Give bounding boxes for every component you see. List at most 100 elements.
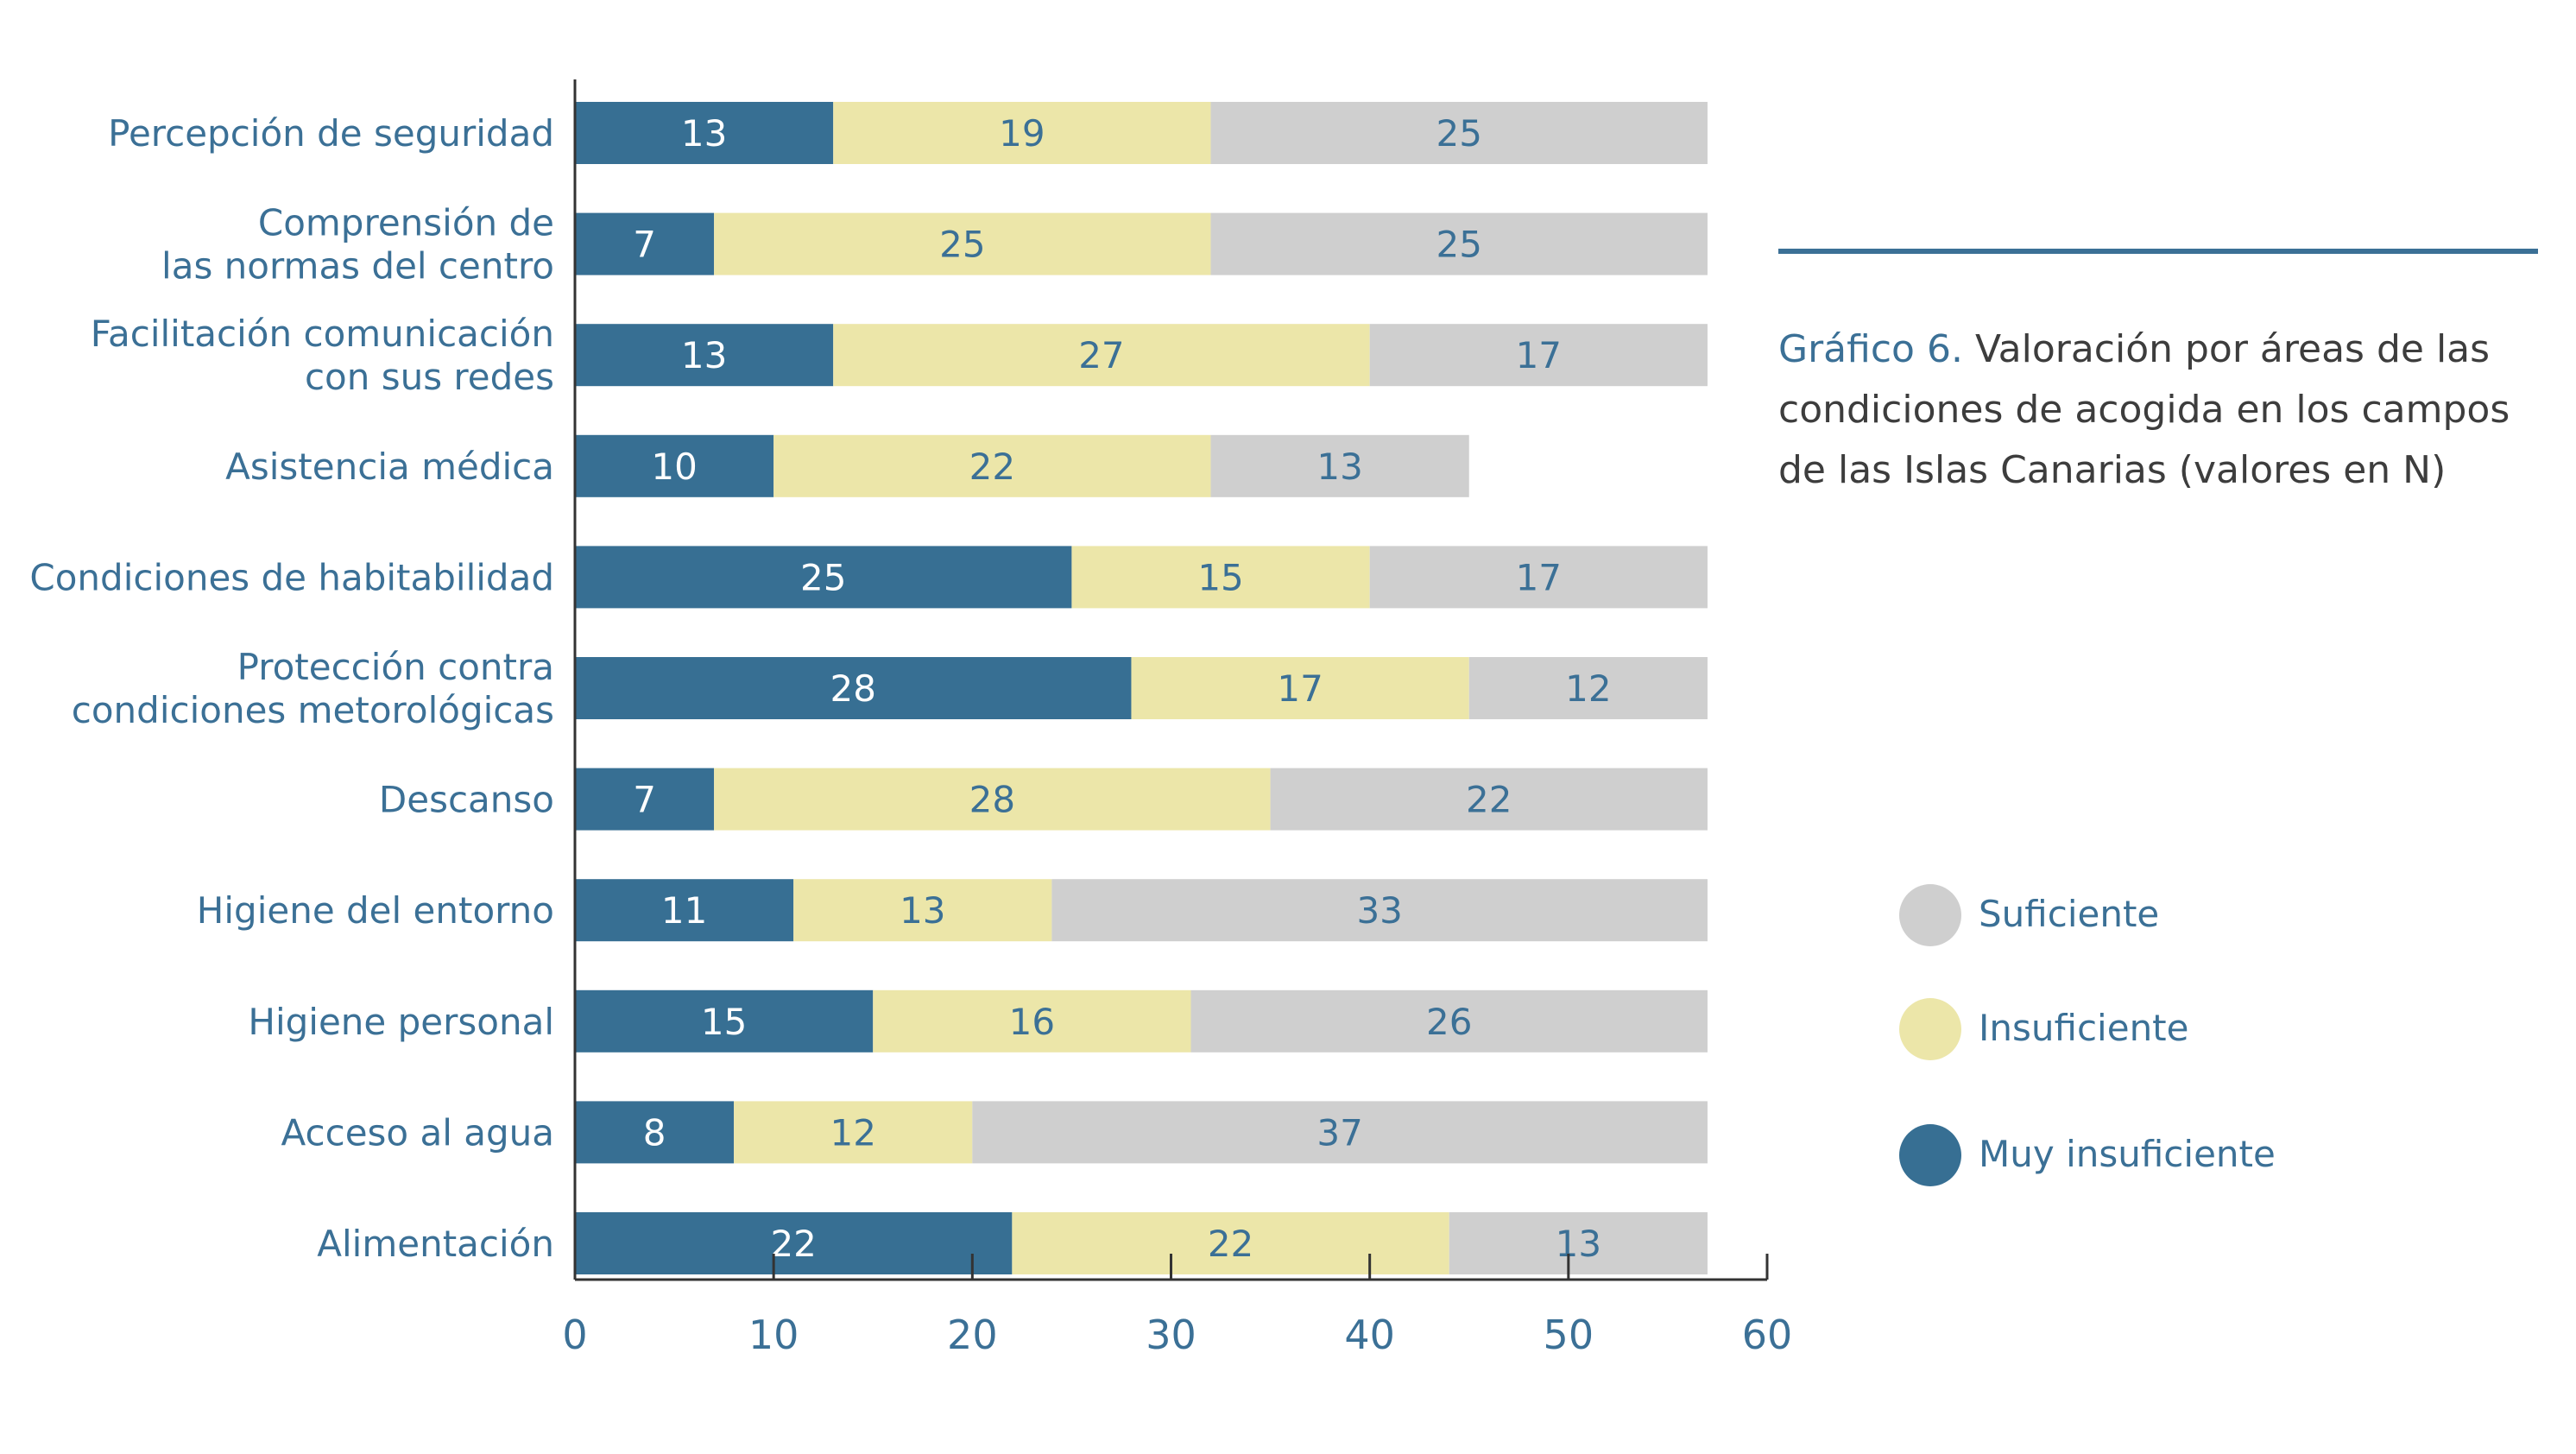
bar-muy-insuficiente-acceso-al-agua — [575, 1101, 735, 1164]
x-tick-label: 30 — [1146, 1312, 1196, 1358]
data-label: 10 — [651, 446, 697, 488]
bar-suficiente-asistencia-medica — [1210, 434, 1469, 497]
data-label: 25 — [939, 224, 985, 266]
data-label: 13 — [681, 334, 727, 376]
data-label: 13 — [681, 112, 727, 155]
bar-suficiente-percepcion-de-seguridad — [1210, 102, 1708, 164]
category-label: Protección contra — [237, 646, 554, 688]
bar-insuficiente-percepcion-de-seguridad — [833, 102, 1211, 164]
data-label: 15 — [701, 1001, 747, 1043]
category-label: las normas del centro — [161, 245, 554, 288]
bar-suficiente-higiene-personal — [1190, 989, 1708, 1053]
data-label: 22 — [1466, 779, 1512, 821]
category-label: Asistencia médica — [225, 446, 554, 488]
category-label: Descanso — [379, 779, 554, 821]
data-label: 11 — [661, 889, 707, 932]
bar-muy-insuficiente-percepcion-de-seguridad — [575, 102, 834, 164]
data-label: 25 — [800, 556, 846, 598]
data-label: 15 — [1197, 556, 1243, 598]
category-label: con sus redes — [305, 356, 554, 398]
bar-suficiente-higiene-del-entorno — [1051, 879, 1708, 942]
bar-insuficiente-descanso — [714, 768, 1271, 831]
bar-muy-insuficiente-higiene-del-entorno — [575, 879, 794, 942]
data-label: 27 — [1078, 334, 1124, 376]
category-label: condiciones metorológicas — [72, 689, 554, 731]
data-label: 17 — [1277, 667, 1323, 710]
bar-insuficiente-higiene-del-entorno — [793, 879, 1052, 942]
data-label: 19 — [999, 112, 1045, 155]
category-label: Percepción de seguridad — [108, 112, 554, 155]
data-label: 37 — [1316, 1111, 1362, 1154]
data-label: 12 — [830, 1111, 876, 1154]
legend-label-insuficiente: Insuficiente — [1979, 1007, 2189, 1049]
x-axis: 0 10 20 30 40 50 60 — [562, 79, 1792, 1358]
data-label: 25 — [1436, 224, 1482, 266]
bar-insuficiente-asistencia-medica — [773, 434, 1211, 497]
category-label: Acceso al agua — [281, 1111, 554, 1154]
category-label: Alimentación — [317, 1223, 554, 1265]
data-label: 12 — [1565, 667, 1611, 710]
data-label: 16 — [1009, 1001, 1055, 1043]
x-tick-label: 10 — [748, 1312, 799, 1358]
category-label: Higiene personal — [248, 1001, 554, 1043]
chart-caption: Gráfico 6. Valoración por áreas de las c… — [1778, 319, 2538, 501]
bar-muy-insuficiente-asistencia-medica — [575, 434, 774, 497]
legend-label-suficiente: Suficiente — [1979, 893, 2160, 935]
bar-suficiente-condiciones-de-habitabilidad — [1369, 546, 1708, 609]
bar-muy-insuficiente-condiciones-de-habitabilidad — [575, 546, 1072, 609]
bar-muy-insuficiente-proteccion-contra-condiciones-metorologicas — [575, 657, 1132, 719]
bar-insuficiente-proteccion-contra-condiciones-metorologicas — [1131, 657, 1469, 719]
bar-muy-insuficiente-comprension-de-las-normas-del-centro — [575, 212, 715, 275]
x-tick-label: 0 — [562, 1312, 587, 1358]
bar-insuficiente-facilitacion-comunicacion-con-sus-redes — [833, 324, 1370, 387]
x-tick-label: 40 — [1344, 1312, 1395, 1358]
x-tick-label: 60 — [1742, 1312, 1793, 1358]
legend-swatch-muy-insuficiente — [1899, 1124, 1961, 1186]
data-label: 33 — [1356, 889, 1402, 932]
bar-muy-insuficiente-descanso — [575, 768, 715, 831]
data-label: 8 — [643, 1111, 666, 1154]
bar-insuficiente-condiciones-de-habitabilidad — [1071, 546, 1370, 609]
legend-item-insuficiente: Insuficiente — [1899, 998, 2417, 1060]
data-label: 22 — [770, 1223, 816, 1265]
bar-suficiente-comprension-de-las-normas-del-centro — [1210, 212, 1708, 275]
bar-suficiente-descanso — [1270, 768, 1708, 831]
data-label: 17 — [1516, 334, 1562, 376]
legend-swatch-suficiente — [1899, 884, 1961, 946]
caption-text: Valoración por áreas de las condiciones … — [1778, 327, 2510, 492]
caption-label: Gráfico 6. — [1778, 327, 1963, 371]
bar-insuficiente-alimentacion — [1012, 1212, 1449, 1274]
data-label: 22 — [1208, 1223, 1253, 1265]
bar-suficiente-facilitacion-comunicacion-con-sus-redes — [1369, 324, 1708, 387]
data-label: 28 — [969, 779, 1015, 821]
bar-suficiente-proteccion-contra-condiciones-metorologicas — [1468, 657, 1708, 719]
data-label: 7 — [633, 224, 656, 266]
bar-suficiente-alimentacion — [1449, 1212, 1708, 1274]
legend-item-suficiente: Suficiente — [1899, 884, 2417, 946]
bar-suficiente-acceso-al-agua — [972, 1101, 1708, 1164]
data-label: 7 — [633, 779, 656, 821]
data-label: 22 — [969, 446, 1015, 488]
data-label: 13 — [1556, 1223, 1601, 1265]
category-label: Condiciones de habitabilidad — [29, 556, 554, 598]
category-label: Higiene del entorno — [197, 889, 554, 932]
data-label: 17 — [1516, 556, 1562, 598]
bar-insuficiente-comprension-de-las-normas-del-centro — [714, 212, 1211, 275]
category-label: Facilitación comunicación — [91, 313, 554, 355]
bar-muy-insuficiente-facilitacion-comunicacion-con-sus-redes — [575, 324, 834, 387]
bars-layer: 13 19 25 7 25 25 13 27 17 10 22 13 25 15 17 28 17 12 7 28 22… — [575, 102, 1708, 1274]
caption-rule — [1778, 249, 2538, 254]
legend-item-muy-insuficiente: Muy insuficiente — [1899, 1124, 2417, 1186]
data-label: 13 — [1316, 446, 1362, 488]
legend-swatch-insuficiente — [1899, 998, 1961, 1060]
category-label: Comprensión de — [258, 202, 554, 244]
x-tick-label: 20 — [947, 1312, 998, 1358]
data-label: 25 — [1436, 112, 1482, 155]
category-labels: Percepción de seguridad Comprensión delas… — [29, 112, 554, 1265]
data-label: 13 — [900, 889, 945, 932]
legend-label-muy-insuficiente: Muy insuficiente — [1979, 1133, 2276, 1175]
x-tick-label: 50 — [1544, 1312, 1594, 1358]
bar-muy-insuficiente-alimentacion — [575, 1212, 1013, 1274]
